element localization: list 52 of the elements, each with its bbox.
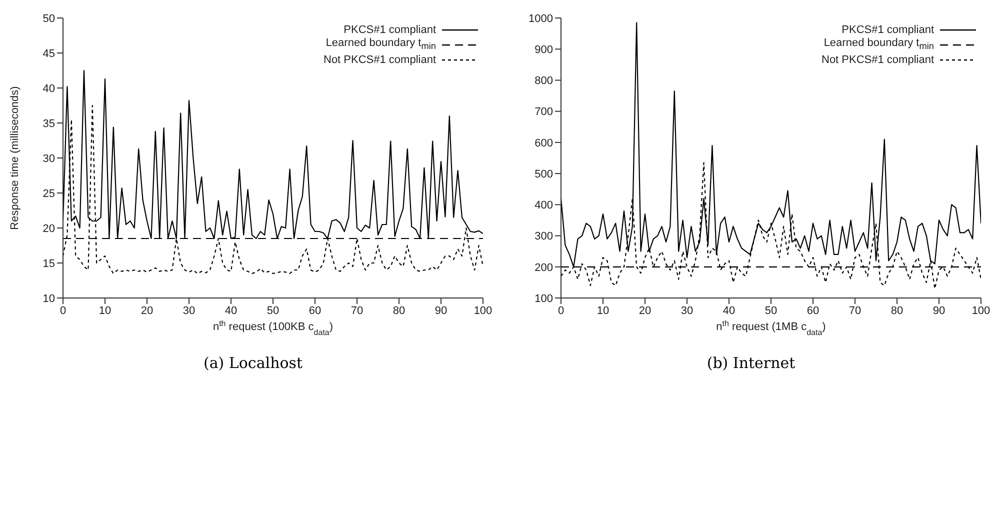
y-tick-label: 45 (42, 48, 55, 60)
x-tick-label: 30 (182, 304, 196, 317)
x-tick-label: 60 (308, 304, 322, 317)
x-tick-label: 20 (638, 304, 652, 317)
x-tick-label: 40 (722, 304, 736, 317)
y-tick-label: 40 (42, 82, 55, 95)
x-tick-label: 80 (890, 304, 904, 317)
legend-label: Not PKCS#1 compliant (822, 54, 934, 66)
y-tick-label: 200 (534, 262, 553, 274)
y-axis-title: Response time (milliseconds) (9, 86, 21, 230)
y-tick-label: 15 (42, 258, 55, 270)
y-tick-label: 300 (534, 230, 553, 243)
legend-label: Not PKCS#1 compliant (324, 54, 436, 66)
y-tick-label: 35 (42, 118, 55, 130)
legend-label: Learned boundary t$_{min}$ (326, 37, 436, 52)
text: (b) Internet (706, 354, 796, 372)
y-tick-label: 30 (42, 152, 55, 165)
x-tick-label: 100 (972, 304, 990, 317)
x-axis-title: n$^{th}$ request (100KB c$_{data}$) (212, 318, 334, 336)
y-tick-label: 50 (42, 12, 55, 25)
y-tick-label: 1000 (528, 12, 553, 25)
y-tick-label: 25 (42, 188, 55, 200)
x-tick-label: 40 (224, 304, 238, 317)
y-tick-label: 700 (534, 106, 553, 118)
y-tick-label: 900 (534, 44, 553, 56)
x-tick-label: 100 (474, 304, 492, 317)
x-tick-label: 70 (848, 304, 862, 317)
x-tick-label: 0 (558, 304, 564, 317)
x-tick-label: 70 (350, 304, 364, 317)
y-tick-label: 10 (42, 292, 55, 305)
x-tick-label: 0 (60, 304, 66, 317)
x-tick-label: 50 (266, 304, 280, 317)
x-tick-label: 10 (596, 304, 610, 317)
y-tick-label: 800 (534, 75, 553, 88)
x-tick-label: 50 (764, 304, 778, 317)
x-tick-label: 90 (932, 304, 946, 317)
x-tick-label: 80 (392, 304, 406, 317)
legend-label: PKCS#1 compliant (842, 24, 934, 36)
y-tick-label: 500 (534, 168, 553, 180)
x-tick-label: 30 (680, 304, 694, 317)
y-tick-label: 20 (42, 222, 55, 235)
legend-label: PKCS#1 compliant (344, 24, 436, 36)
x-tick-label: 90 (434, 304, 448, 317)
legend-label: Learned boundary t$_{min}$ (824, 37, 934, 52)
x-tick-label: 20 (140, 304, 154, 317)
x-tick-label: 10 (98, 304, 112, 317)
x-tick-label: 60 (806, 304, 820, 317)
y-tick-label: 400 (534, 200, 553, 212)
y-tick-label: 600 (534, 137, 553, 150)
text: (a) Localhost (202, 354, 304, 372)
y-tick-label: 100 (534, 292, 553, 305)
x-axis-title: n$^{th}$ request (1MB c$_{data}$) (716, 318, 826, 336)
